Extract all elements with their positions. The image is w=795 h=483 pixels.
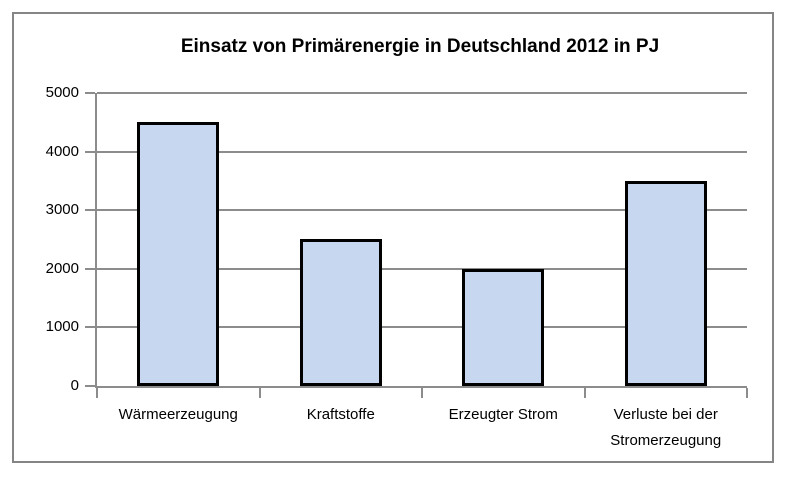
x-axis-tick xyxy=(258,388,261,398)
category-label: Kraftstoffe xyxy=(306,406,375,423)
plot-area: 0 1000 2000 3000 4000 5000 xyxy=(46,84,748,398)
bar xyxy=(624,181,707,386)
y-axis-label: 1000 xyxy=(45,318,79,336)
y-axis-label: 2000 xyxy=(45,259,79,277)
category-label: Verluste bei der Stromerzeugung xyxy=(610,406,722,449)
y-axis-tick xyxy=(85,92,95,94)
x-axis-tick xyxy=(421,388,423,398)
y-gridline xyxy=(97,209,747,212)
bar xyxy=(137,122,220,386)
y-gridline xyxy=(97,326,747,329)
bar xyxy=(299,239,382,386)
y-axis-label: 0 xyxy=(70,377,79,394)
y-axis-tick xyxy=(85,209,95,212)
y-axis-tick xyxy=(85,326,95,329)
y-axis-tick xyxy=(85,385,95,387)
y-axis-tick xyxy=(85,267,95,270)
bar xyxy=(462,269,545,386)
y-axis-tick xyxy=(85,150,95,153)
y-axis-label: 3000 xyxy=(45,201,79,219)
x-axis-tick xyxy=(583,388,586,398)
category-label: Wärmeerzeugung xyxy=(118,406,238,423)
chart-title: Einsatz von Primärenergie in Deutschland… xyxy=(180,36,660,57)
y-gridline xyxy=(97,267,747,270)
y-gridline xyxy=(97,92,747,94)
y-axis-label: 5000 xyxy=(45,84,79,101)
x-axis-labels: Wärmeerzeugung Kraftstoffe Erzeugter Strom… xyxy=(97,402,747,462)
category-label: Erzeugter Strom xyxy=(448,406,558,423)
y-gridline xyxy=(97,150,747,153)
x-axis-tick xyxy=(96,388,98,398)
y-axis-label: 4000 xyxy=(45,142,79,160)
x-axis-tick xyxy=(746,388,748,398)
